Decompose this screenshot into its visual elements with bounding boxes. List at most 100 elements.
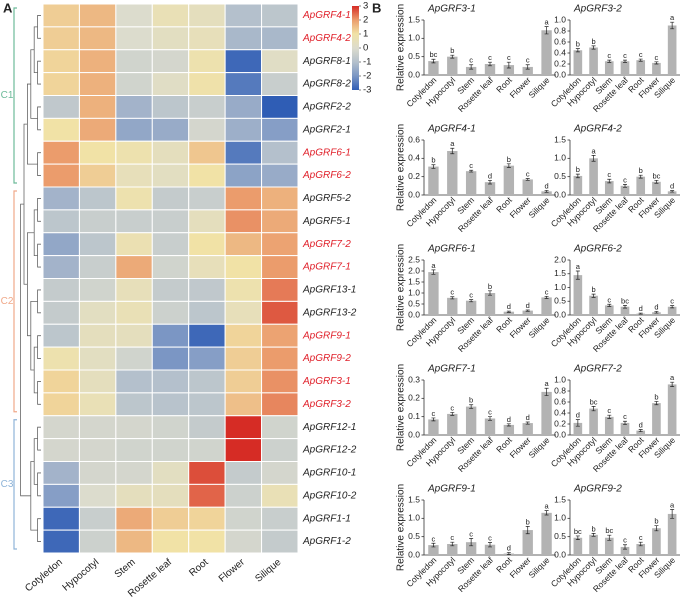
bar (667, 513, 677, 555)
heatmap-cell (42, 186, 80, 211)
y-axis-label: Relative expression (396, 484, 407, 571)
heatmap-cell (224, 186, 263, 211)
significance-letter: a (544, 379, 549, 388)
y-tick-label: 0.8 (554, 25, 566, 35)
significance-letter: c (450, 403, 454, 412)
row-label: ApGRF5-2 (302, 193, 351, 204)
heatmap-cell (115, 255, 153, 279)
dendrogram (37, 335, 41, 359)
error-bar (469, 169, 474, 173)
heatmap-cell (188, 209, 226, 234)
significance-letter: c (432, 534, 436, 543)
y-tick-label: 0.0 (554, 69, 566, 79)
bar (503, 165, 515, 195)
heatmap-cell (42, 163, 80, 188)
significance-letter: a (544, 502, 549, 511)
significance-letter: d (507, 543, 511, 552)
heatmap-cell (261, 506, 299, 531)
heatmap-cell (115, 461, 153, 485)
y-tick-label: 1.0 (554, 153, 566, 163)
heatmap-cell (78, 72, 117, 96)
bar (484, 293, 496, 315)
bar (667, 384, 677, 435)
heatmap-cell (261, 232, 299, 257)
bar (541, 297, 552, 315)
significance-letter: bc (590, 397, 598, 406)
heatmap-cell (261, 300, 299, 325)
heatmap-cell (115, 72, 153, 96)
heatmap-cell (188, 278, 226, 302)
heatmap-cell (261, 3, 299, 28)
significance-letter: c (469, 529, 473, 538)
row-label: ApGRF6-1 (302, 147, 351, 158)
heatmap-cell (115, 392, 153, 417)
bar (589, 158, 598, 195)
bar (604, 305, 614, 315)
heatmap-cell (78, 300, 117, 325)
y-tick-label: 0.5 (554, 171, 566, 181)
bar (503, 311, 515, 315)
y-tick-label: 0.5 (408, 531, 420, 541)
dendrogram (27, 83, 38, 165)
row-label: ApGRF7-1 (302, 262, 351, 273)
heatmap-cell (224, 72, 263, 96)
bar (573, 537, 583, 555)
bar (573, 50, 583, 75)
bar (484, 64, 496, 75)
cluster-bracket (13, 419, 17, 550)
significance-letter: bc (621, 296, 629, 305)
error-bar (575, 419, 580, 427)
heatmap-cell (261, 438, 299, 462)
heatmap-cell (261, 346, 299, 371)
cluster-bracket (13, 7, 17, 184)
heatmap-cell (115, 438, 153, 462)
row-label: ApGRF8-2 (302, 79, 351, 90)
error-bar (607, 178, 612, 184)
error-bar (544, 387, 549, 396)
significance-letter: b (469, 396, 473, 405)
heatmap-cell (115, 278, 153, 302)
error-bar (670, 190, 675, 193)
bar (522, 179, 533, 195)
heatmap-cell (78, 209, 117, 234)
heatmap-cell (151, 186, 190, 211)
heatmap-cell (42, 438, 80, 462)
dendrogram (37, 152, 41, 176)
bar (652, 528, 661, 555)
significance-letter: b (591, 285, 595, 294)
dendrogram (20, 203, 31, 497)
bar (636, 60, 646, 75)
y-tick-label: 1.0 (408, 33, 420, 43)
bar (447, 544, 458, 555)
heatmap-cell (261, 369, 299, 394)
heatmap-cell (42, 278, 80, 302)
heatmap-cell (151, 209, 190, 234)
bar (428, 272, 439, 315)
heatmap-cell (188, 163, 226, 188)
heatmap-cell (151, 461, 190, 485)
significance-letter: c (545, 287, 549, 296)
error-bar (488, 290, 492, 296)
y-axis-label: Relative expression (396, 244, 407, 331)
significance-letter: c (655, 53, 659, 62)
bar (573, 175, 583, 195)
heatmap-cell (42, 369, 80, 394)
heatmap-cell (188, 392, 226, 417)
x-tick-label: Silique (526, 555, 551, 580)
heatmap-cell (78, 278, 117, 302)
heatmap-cell (115, 323, 153, 348)
dendrogram (37, 472, 41, 497)
heatmap-cell (42, 529, 80, 554)
heatmap-cell (224, 26, 263, 51)
heatmap-cell (224, 278, 263, 302)
error-bar (544, 26, 549, 35)
significance-letter: c (507, 53, 511, 62)
heatmap-cell (224, 117, 263, 142)
row-label: ApGRF1-1 (302, 513, 351, 524)
error-bar (488, 416, 492, 421)
heatmap-cell (151, 232, 190, 257)
error-bar (525, 309, 530, 312)
cluster-label: C3 (1, 479, 14, 490)
bar (573, 275, 583, 315)
significance-letter: c (623, 51, 627, 60)
